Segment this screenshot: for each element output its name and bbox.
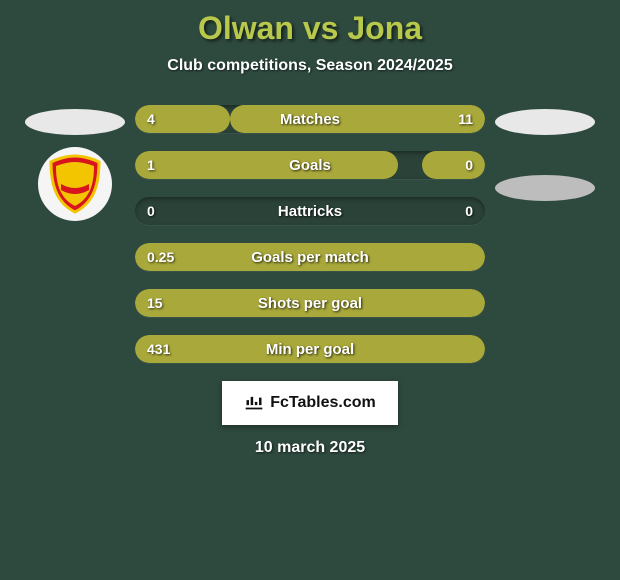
subtitle: Club competitions, Season 2024/2025 — [167, 57, 452, 75]
team-left-crest-icon — [38, 147, 112, 221]
left-column — [15, 105, 135, 221]
date-label: 10 march 2025 — [255, 439, 365, 457]
stat-row: Goals per match0.25 — [135, 243, 485, 271]
stats-bars: Matches411 Goals10 Hattricks0 0 Goals per ma… — [135, 105, 485, 363]
stat-row: Goals10 — [135, 151, 485, 179]
stat-row: Matches411 — [135, 105, 485, 133]
right-column — [485, 105, 605, 201]
player-right-placeholder-icon — [495, 109, 595, 135]
stat-fill-left — [135, 105, 230, 133]
stat-fill-left — [135, 289, 485, 317]
chart-icon — [244, 391, 264, 416]
stat-fill-right — [230, 105, 486, 133]
brand-badge[interactable]: FcTables.com — [222, 381, 398, 425]
stat-value-right: 0 — [465, 197, 473, 225]
page-title: Olwan vs Jona — [198, 10, 422, 47]
stat-fill-left — [135, 243, 485, 271]
stat-row: Min per goal431 — [135, 335, 485, 363]
stat-row: Hattricks0 0 — [135, 197, 485, 225]
brand-text: FcTables.com — [270, 394, 376, 412]
stat-row: Shots per goal15 — [135, 289, 485, 317]
content-row: Matches411 Goals10 Hattricks0 0 Goals per ma… — [0, 105, 620, 363]
stat-fill-left — [135, 335, 485, 363]
stat-value-left: 0 — [147, 197, 155, 225]
stat-label: Hattricks — [135, 197, 485, 225]
stat-fill-right — [422, 151, 485, 179]
team-right-placeholder-icon — [495, 175, 595, 201]
stat-fill-left — [135, 151, 398, 179]
player-left-placeholder-icon — [25, 109, 125, 135]
